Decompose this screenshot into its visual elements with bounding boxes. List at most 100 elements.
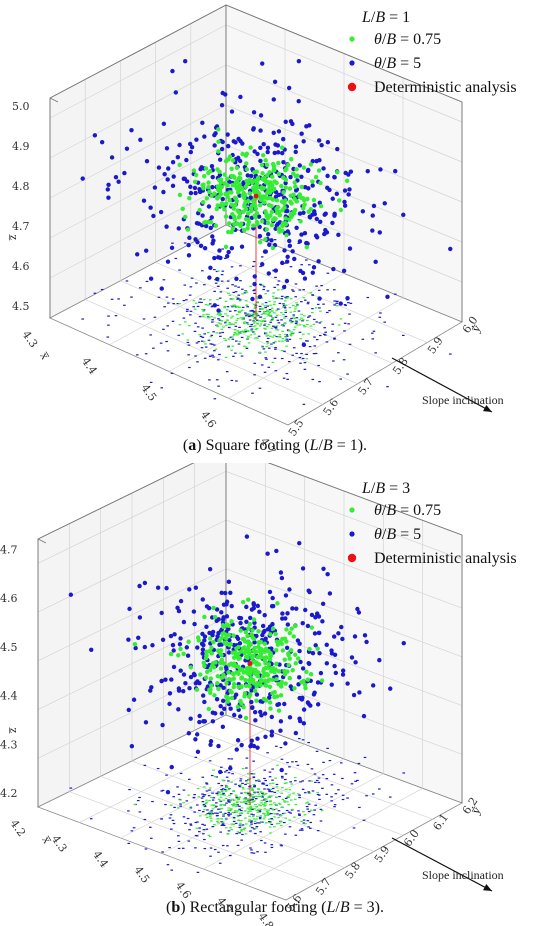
- projected-point: [251, 265, 255, 267]
- caption-part: (: [182, 437, 189, 454]
- point-theta-5: [210, 234, 215, 239]
- projected-point: [243, 827, 246, 829]
- projected-point: [289, 320, 292, 322]
- projected-point: [256, 809, 260, 811]
- point-theta-075: [211, 640, 216, 645]
- point-theta-5: [249, 738, 254, 743]
- point-theta-5: [265, 627, 271, 632]
- point-theta-075: [246, 626, 251, 631]
- projected-point: [278, 795, 281, 798]
- point-theta-5: [340, 672, 346, 677]
- projected-point: [249, 334, 253, 336]
- projected-point: [252, 796, 255, 798]
- projected-point: [253, 289, 256, 291]
- projected-point: [309, 809, 313, 811]
- projected-point: [332, 773, 336, 775]
- projected-point: [187, 794, 190, 796]
- projected-point: [253, 325, 257, 327]
- point-theta-075: [266, 202, 272, 208]
- projected-point: [268, 826, 272, 828]
- projected-point: [300, 317, 303, 319]
- point-theta-075: [177, 162, 182, 168]
- projected-point: [280, 289, 284, 291]
- projected-point: [344, 304, 347, 307]
- point-theta-5: [189, 144, 195, 150]
- projected-point: [267, 313, 271, 315]
- projected-point: [232, 816, 236, 819]
- point-theta-075: [244, 161, 249, 166]
- projected-point: [213, 290, 216, 292]
- projected-point: [240, 830, 243, 832]
- projected-point: [243, 322, 246, 325]
- point-theta-075: [193, 172, 199, 178]
- point-theta-075: [269, 222, 275, 228]
- projected-point: [266, 305, 270, 307]
- projected-point: [219, 335, 222, 337]
- point-theta-5: [155, 585, 161, 590]
- projected-point: [221, 779, 225, 781]
- projected-point: [143, 764, 147, 766]
- projected-point: [237, 343, 241, 345]
- projected-point: [227, 807, 231, 809]
- panel-a: 5.0 4.9 4.8 4.7 4.6 4.5 4.3 4.4 4.5 4.6 4.7 5.5 5.6 5…: [0, 4, 550, 457]
- projected-point: [250, 323, 253, 326]
- projected-point: [182, 299, 186, 302]
- projected-point: [205, 828, 209, 830]
- point-theta-5: [393, 168, 398, 174]
- point-theta-5: [312, 211, 317, 217]
- projected-point: [265, 809, 269, 811]
- projected-point: [314, 352, 318, 355]
- projected-point: [262, 348, 266, 350]
- projected-point: [263, 842, 267, 844]
- projected-point: [289, 335, 293, 337]
- projected-point: [238, 832, 241, 834]
- projected-point: [259, 308, 262, 310]
- point-theta-5: [315, 702, 321, 707]
- projected-point: [249, 830, 252, 832]
- projected-point: [225, 776, 229, 778]
- point-theta-075: [263, 158, 268, 163]
- projected-point: [246, 807, 250, 809]
- projected-point: [244, 833, 248, 835]
- projected-point: [187, 840, 191, 842]
- projected-point: [298, 814, 301, 816]
- projected-point: [279, 824, 283, 827]
- projected-point: [289, 333, 292, 336]
- projected-point: [224, 339, 228, 341]
- z-tick-label: 4.7: [12, 220, 30, 233]
- z-tick-label: 4.6: [0, 592, 18, 605]
- projected-point: [247, 811, 250, 813]
- point-theta-5: [271, 130, 276, 135]
- point-theta-075: [279, 679, 284, 685]
- point-theta-5: [215, 634, 220, 639]
- projected-point: [265, 326, 269, 328]
- projected-point: [260, 364, 264, 366]
- projected-point: [232, 333, 236, 336]
- point-theta-075: [298, 219, 303, 224]
- point-theta-5: [346, 192, 351, 197]
- projected-point: [246, 791, 250, 793]
- point-theta-5: [234, 276, 239, 282]
- projected-point: [262, 312, 266, 314]
- projected-point: [306, 301, 310, 303]
- projected-point: [201, 270, 204, 272]
- point-theta-075: [262, 649, 268, 654]
- point-theta-075: [237, 210, 242, 215]
- projected-point: [263, 793, 267, 795]
- point-theta-075: [221, 202, 226, 207]
- projected-point: [308, 792, 311, 794]
- projected-point: [226, 346, 230, 348]
- projected-point: [284, 833, 287, 835]
- projected-point: [285, 297, 288, 300]
- point-theta-5: [265, 149, 270, 155]
- point-theta-075: [285, 669, 290, 674]
- point-theta-5: [228, 590, 233, 596]
- projected-point: [225, 769, 229, 772]
- projected-point: [266, 812, 270, 814]
- point-theta-5: [237, 641, 243, 646]
- projected-point: [348, 343, 352, 345]
- projected-point: [266, 337, 270, 339]
- caption-a: (a) Square footing (L/B = 1).: [0, 437, 550, 455]
- projected-point: [186, 817, 190, 820]
